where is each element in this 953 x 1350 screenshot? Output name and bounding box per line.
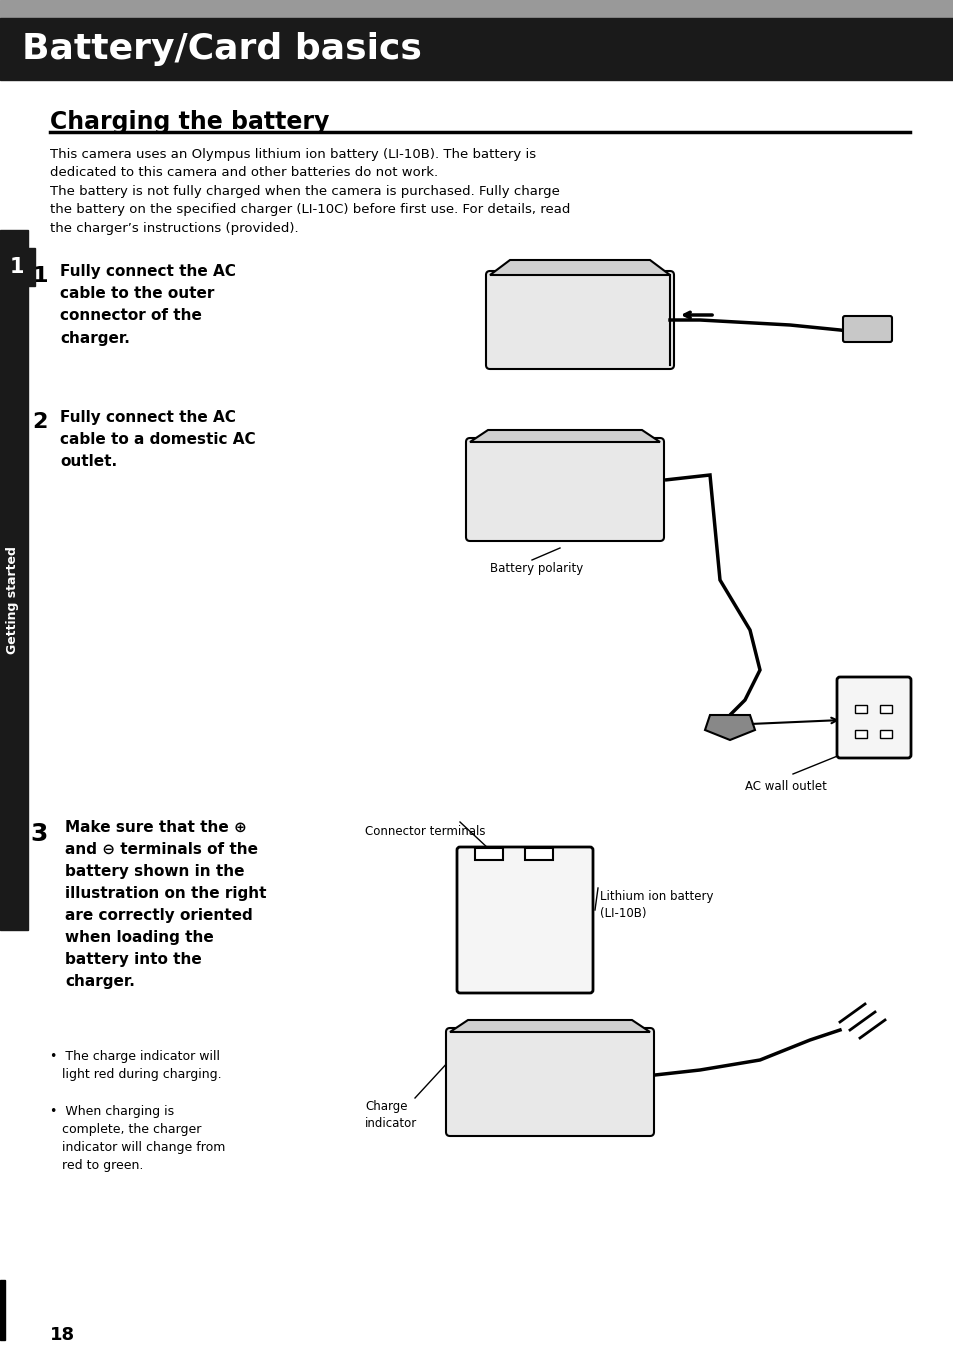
Bar bbox=[475, 848, 502, 860]
Text: Charge
indicator: Charge indicator bbox=[365, 1100, 416, 1130]
FancyBboxPatch shape bbox=[465, 437, 663, 541]
Bar bbox=[0, 0, 953, 18]
FancyBboxPatch shape bbox=[485, 271, 673, 369]
Bar bbox=[0, 248, 35, 286]
Bar bbox=[0, 18, 953, 80]
Text: 3: 3 bbox=[30, 822, 48, 846]
Text: 1: 1 bbox=[10, 256, 24, 277]
Bar bbox=[524, 848, 553, 860]
Text: Battery/Card basics: Battery/Card basics bbox=[22, 32, 421, 66]
Text: •  When charging is
   complete, the charger
   indicator will change from
   re: • When charging is complete, the charger… bbox=[50, 1106, 225, 1172]
Text: This camera uses an Olympus lithium ion battery (LI-10B). The battery is
dedicat: This camera uses an Olympus lithium ion … bbox=[50, 148, 536, 180]
Text: The battery is not fully charged when the camera is purchased. Fully charge
the : The battery is not fully charged when th… bbox=[50, 185, 570, 235]
Polygon shape bbox=[450, 1021, 649, 1031]
Text: 2: 2 bbox=[32, 412, 48, 432]
Text: Make sure that the ⊕
and ⊖ terminals of the
battery shown in the
illustration on: Make sure that the ⊕ and ⊖ terminals of … bbox=[65, 819, 266, 988]
Text: Fully connect the AC
cable to a domestic AC
outlet.: Fully connect the AC cable to a domestic… bbox=[60, 410, 255, 470]
Text: Fully connect the AC
cable to the outer
connector of the
charger.: Fully connect the AC cable to the outer … bbox=[60, 265, 235, 346]
Bar bbox=[0, 230, 28, 930]
Polygon shape bbox=[490, 261, 669, 275]
Text: AC wall outlet: AC wall outlet bbox=[744, 780, 826, 792]
Text: Connector terminals: Connector terminals bbox=[365, 825, 485, 838]
Bar bbox=[879, 705, 891, 713]
FancyBboxPatch shape bbox=[842, 316, 891, 342]
Polygon shape bbox=[704, 716, 754, 740]
Polygon shape bbox=[470, 431, 659, 441]
FancyBboxPatch shape bbox=[456, 846, 593, 994]
Bar bbox=[854, 730, 866, 738]
Text: 1: 1 bbox=[32, 266, 48, 286]
Bar bbox=[879, 730, 891, 738]
FancyBboxPatch shape bbox=[836, 676, 910, 757]
Text: Battery polarity: Battery polarity bbox=[490, 562, 582, 575]
FancyBboxPatch shape bbox=[446, 1027, 654, 1135]
Text: •  The charge indicator will
   light red during charging.: • The charge indicator will light red du… bbox=[50, 1050, 221, 1081]
Text: Lithium ion battery
(LI-10B): Lithium ion battery (LI-10B) bbox=[599, 890, 713, 919]
Text: 18: 18 bbox=[50, 1326, 75, 1345]
Text: Charging the battery: Charging the battery bbox=[50, 109, 329, 134]
Bar bbox=[854, 705, 866, 713]
Text: Getting started: Getting started bbox=[6, 545, 18, 653]
Bar bbox=[0, 1280, 5, 1341]
